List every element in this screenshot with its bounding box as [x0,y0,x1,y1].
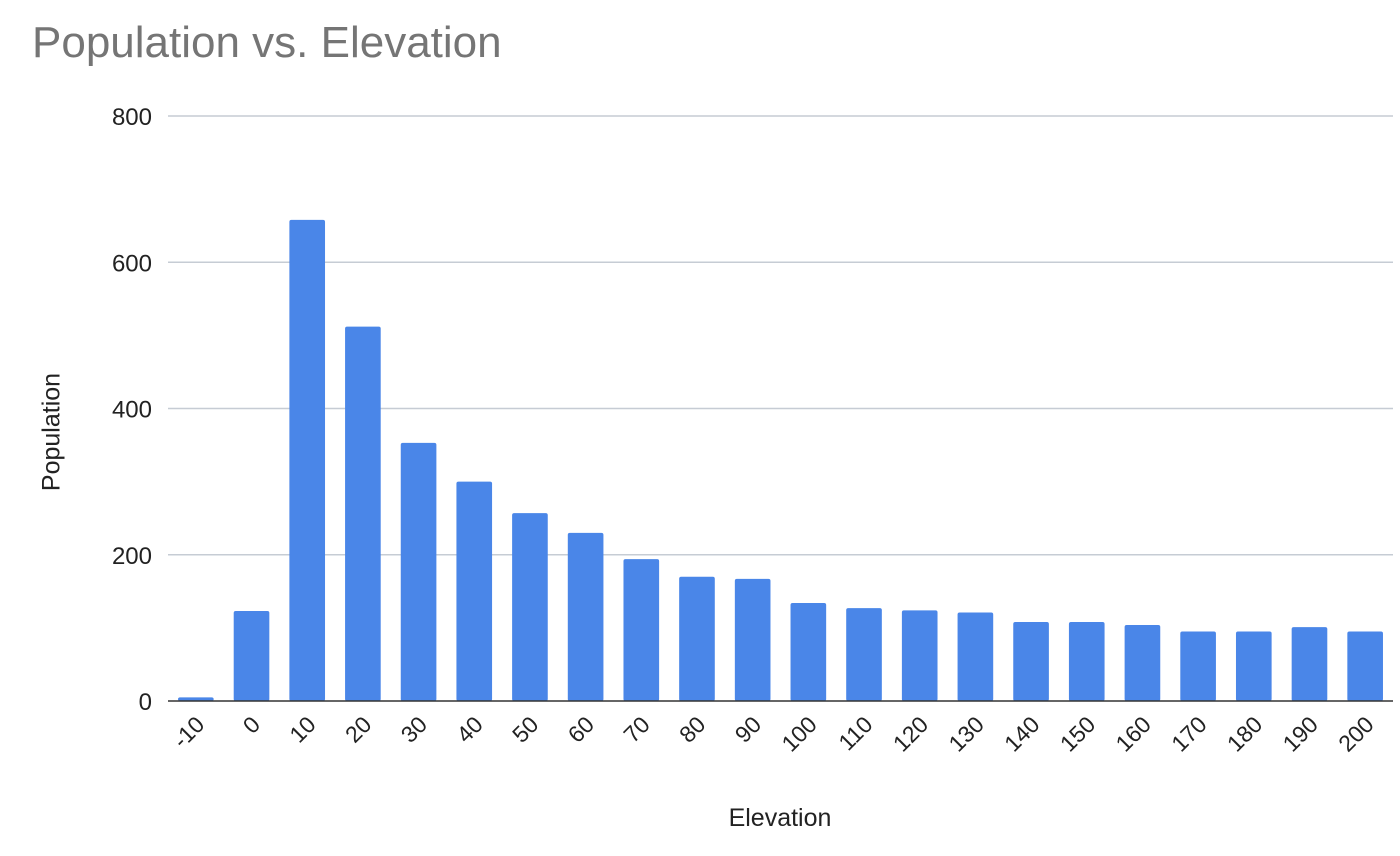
bar [233,611,270,701]
x-tick-label: 100 [776,711,822,757]
chart-title: Population vs. Elevation [32,18,502,67]
x-tick-label: 170 [1166,711,1212,757]
x-tick-label: -10 [167,711,209,753]
y-tick-label: 200 [112,543,152,570]
x-tick-label: 30 [396,711,432,747]
x-tick-label: 10 [284,711,320,747]
x-tick-label: 20 [340,711,376,747]
x-tick-label: 80 [674,711,710,747]
bar [289,219,326,701]
y-axis-ticks: 0 200 400 600 800 [112,104,152,716]
y-tick-label: 400 [112,397,152,424]
x-axis-ticks: -10 0 10 20 30 40 50 60 70 80 90 100 110 120 130 140 150… [167,711,1378,757]
x-tick-label: 40 [451,711,487,747]
bar [846,608,882,701]
x-tick-label: 120 [888,711,934,757]
y-tick-label: 800 [112,104,152,131]
bar [1235,631,1272,701]
bar [567,532,604,701]
y-tick-label: 600 [112,250,152,277]
x-tick-label: 0 [238,711,265,738]
x-tick-label: 70 [618,711,654,747]
bar [1013,622,1049,701]
bar [679,576,715,701]
bar [345,326,381,701]
bar [1068,622,1105,701]
x-tick-label: 60 [563,711,599,747]
x-tick-label: 90 [730,711,766,747]
bar [623,559,660,701]
x-tick-label: 110 [833,711,877,755]
x-tick-label: 160 [1110,711,1156,757]
bar [178,697,214,701]
x-tick-label: 140 [999,711,1045,757]
x-tick-label: 190 [1277,711,1323,757]
x-tick-label: 150 [1055,711,1101,757]
bar [1180,631,1216,701]
bar [1291,627,1328,701]
bar [512,513,548,701]
bar [957,612,994,701]
x-tick-label: 180 [1222,711,1268,757]
bars [178,219,1383,701]
y-tick-label: 0 [139,689,152,716]
y-axis-label: Population [38,373,66,491]
bar [1347,631,1383,701]
x-tick-label: 200 [1333,711,1379,757]
bar [400,442,437,701]
x-axis-label: Elevation [729,804,832,832]
bar [901,610,938,701]
x-tick-label: 130 [943,711,989,757]
x-tick-label: 50 [507,711,543,747]
bar [456,481,493,701]
bar [790,603,827,701]
bar [1124,624,1161,701]
bar [734,578,771,701]
